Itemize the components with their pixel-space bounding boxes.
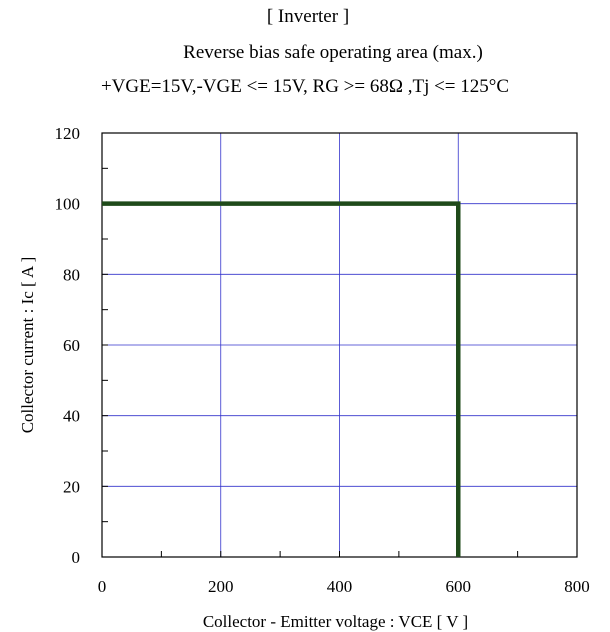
y-tick-label: 120 [55, 124, 81, 143]
y-tick-labels: 0 20 40 60 80 100 120 [55, 124, 81, 567]
series-layer [102, 201, 461, 557]
chart-subtitle: Reverse bias safe operating area (max.) [183, 42, 483, 63]
x-tick-labels: 0 200 400 600 800 [98, 577, 590, 596]
chart-conditions: +VGE=15V,-VGE <= 15V, RG >= 68Ω ,Tj <= 1… [100, 76, 510, 97]
x-tick-label: 400 [327, 577, 353, 596]
x-tick-label: 800 [564, 577, 590, 596]
grid-layer [102, 133, 577, 557]
y-tick-label: 0 [72, 548, 81, 567]
x-tick-label: 0 [98, 577, 107, 596]
chart-title: [ Inverter ] [266, 6, 350, 27]
y-tick-label: 80 [63, 265, 80, 284]
x-tick-label: 200 [208, 577, 234, 596]
y-tick-label: 60 [63, 336, 80, 355]
x-tick-label: 600 [446, 577, 472, 596]
series-line [102, 201, 461, 557]
y-tick-label: 100 [55, 195, 81, 214]
plot-frame [101, 132, 578, 558]
y-axis-label: Collector current : Ic [ A ] [18, 257, 37, 434]
x-axis-label: Collector - Emitter voltage : VCE [ V ] [203, 612, 468, 631]
y-tick-label: 20 [63, 477, 80, 496]
y-tick-label: 40 [63, 407, 80, 426]
